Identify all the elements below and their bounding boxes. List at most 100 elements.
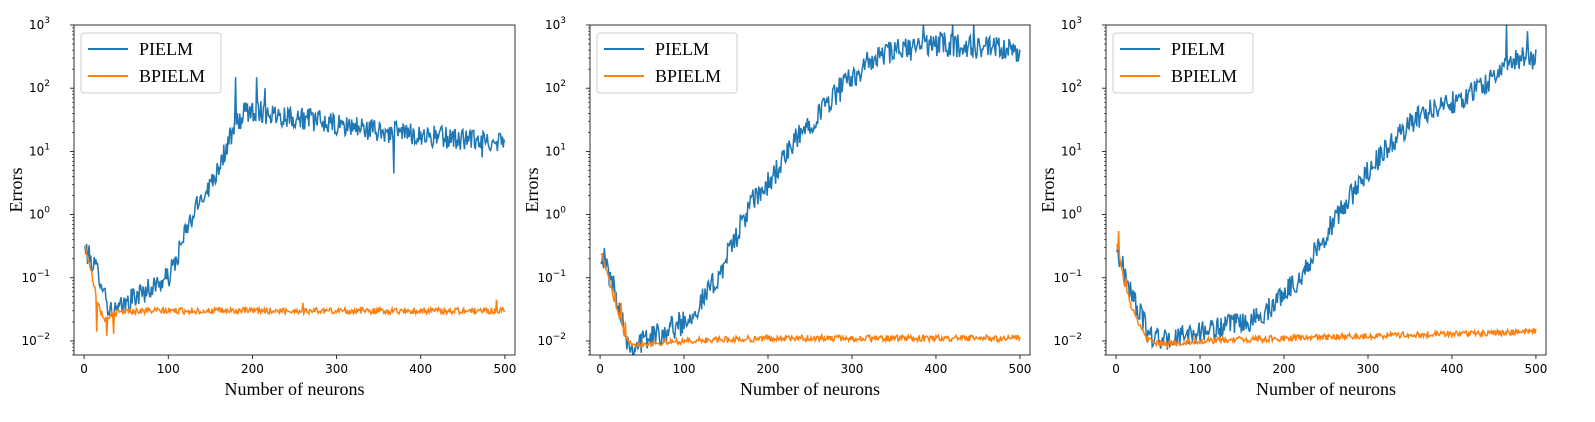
x-tick-label: 0: [80, 362, 88, 376]
y-tick-exponent: −1: [553, 269, 566, 279]
y-tick-label: 10−1: [537, 269, 566, 285]
x-tick-label: 500: [1008, 362, 1031, 376]
y-tick-base: 10: [29, 81, 44, 95]
y-tick-exponent: 1: [44, 142, 50, 152]
x-tick-label: 400: [925, 362, 948, 376]
x-tick-label: 300: [1357, 362, 1380, 376]
chart-panel-2: 0 100 200 300 400 50010−210−1100101102103Numb…: [522, 16, 1031, 399]
series-line-pielm: [1116, 25, 1537, 350]
legend-label-bpielm: BPIELM: [655, 66, 721, 86]
y-tick-label: 100: [545, 206, 566, 222]
y-tick-base: 10: [1053, 271, 1068, 285]
x-tick-label: 200: [757, 362, 780, 376]
y-tick-base: 10: [21, 271, 36, 285]
y-tick-base: 10: [29, 18, 44, 32]
y-tick-exponent: 0: [44, 206, 50, 216]
x-tick-label: 300: [841, 362, 864, 376]
y-tick-exponent: −2: [1069, 332, 1082, 342]
y-tick-base: 10: [545, 144, 560, 158]
y-tick-exponent: −1: [1069, 269, 1082, 279]
y-tick-exponent: 2: [44, 79, 50, 89]
x-tick-label: 0: [1112, 362, 1120, 376]
y-tick-exponent: 2: [1076, 79, 1082, 89]
y-tick-exponent: −2: [37, 332, 50, 342]
series-line-bpielm: [1116, 230, 1537, 349]
y-tick-label: 10−2: [537, 332, 566, 348]
x-tick-label: 100: [157, 362, 180, 376]
y-tick-base: 10: [537, 334, 552, 348]
x-tick-label: 200: [1273, 362, 1296, 376]
y-tick-base: 10: [545, 208, 560, 222]
y-tick-label: 102: [29, 79, 50, 95]
x-tick-label: 500: [1524, 362, 1547, 376]
y-tick-base: 10: [1061, 81, 1076, 95]
legend: PIELM BPIELM: [596, 32, 738, 94]
chart-panel-1: 0 100 200 300 400 50010−210−1100101102103Numb…: [6, 16, 516, 399]
y-tick-exponent: 0: [1076, 206, 1082, 216]
y-tick-exponent: 0: [560, 206, 566, 216]
y-tick-exponent: 3: [1076, 16, 1082, 26]
legend-label-bpielm: BPIELM: [1171, 66, 1237, 86]
y-tick-base: 10: [29, 144, 44, 158]
y-tick-label: 102: [1061, 79, 1082, 95]
y-tick-base: 10: [21, 334, 36, 348]
y-tick-exponent: −1: [37, 269, 50, 279]
y-tick-label: 101: [545, 142, 566, 158]
y-tick-base: 10: [1053, 334, 1068, 348]
y-tick-base: 10: [537, 271, 552, 285]
x-tick-label: 300: [325, 362, 348, 376]
y-tick-label: 101: [1061, 142, 1082, 158]
y-tick-label: 103: [29, 16, 50, 32]
x-tick-label: 500: [493, 362, 516, 376]
legend-label-pielm: PIELM: [139, 39, 193, 59]
y-tick-exponent: 1: [560, 142, 566, 152]
y-tick-base: 10: [1061, 208, 1076, 222]
series-line-pielm: [600, 25, 1021, 355]
y-tick-exponent: 1: [1076, 142, 1082, 152]
x-axis-label: Number of neurons: [1256, 379, 1396, 399]
series-line-bpielm: [84, 245, 506, 337]
x-tick-label: 400: [409, 362, 432, 376]
y-tick-label: 100: [29, 206, 50, 222]
y-tick-label: 103: [545, 16, 566, 32]
y-tick-label: 103: [1061, 16, 1082, 32]
y-axis-label: Errors: [1038, 168, 1058, 213]
x-axis-label: Number of neurons: [740, 379, 880, 399]
x-tick-label: 100: [1189, 362, 1212, 376]
plot-frame: [1105, 24, 1547, 356]
y-tick-exponent: 3: [560, 16, 566, 26]
y-tick-exponent: −2: [553, 332, 566, 342]
x-axis-label: Number of neurons: [225, 379, 365, 399]
series-line-pielm: [84, 77, 506, 321]
legend: PIELM BPIELM: [80, 32, 222, 94]
y-tick-label: 10−2: [21, 332, 50, 348]
y-tick-label: 10−1: [1053, 269, 1082, 285]
legend-label-bpielm: BPIELM: [139, 66, 205, 86]
y-axis-label: Errors: [6, 168, 26, 213]
legend-label-pielm: PIELM: [655, 39, 709, 59]
y-tick-label: 101: [29, 142, 50, 158]
y-tick-label: 100: [1061, 206, 1082, 222]
x-tick-label: 400: [1441, 362, 1464, 376]
legend-label-pielm: PIELM: [1171, 39, 1225, 59]
x-tick-label: 0: [596, 362, 604, 376]
legend: PIELM BPIELM: [1112, 32, 1254, 94]
y-tick-base: 10: [29, 208, 44, 222]
y-tick-label: 102: [545, 79, 566, 95]
series-line-bpielm: [600, 253, 1021, 349]
y-tick-label: 10−2: [1053, 332, 1082, 348]
y-tick-base: 10: [1061, 18, 1076, 32]
y-tick-exponent: 3: [44, 16, 50, 26]
x-tick-label: 100: [673, 362, 696, 376]
x-tick-label: 200: [241, 362, 264, 376]
plot-frame: [73, 24, 516, 356]
y-axis-label: Errors: [522, 168, 542, 213]
y-tick-exponent: 2: [560, 79, 566, 89]
y-tick-base: 10: [1061, 144, 1076, 158]
plot-frame: [589, 24, 1031, 356]
y-tick-label: 10−1: [21, 269, 50, 285]
y-tick-base: 10: [545, 81, 560, 95]
y-tick-base: 10: [545, 18, 560, 32]
chart-panel-3: 0 100 200 300 400 50010−210−1100101102103Numb…: [1038, 16, 1547, 399]
